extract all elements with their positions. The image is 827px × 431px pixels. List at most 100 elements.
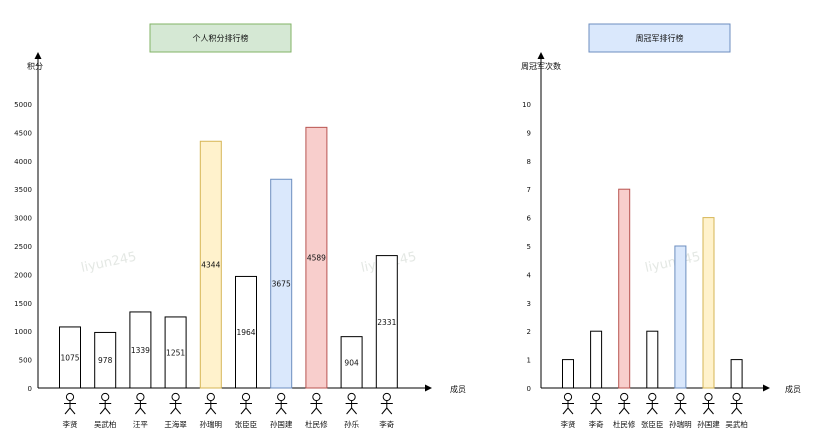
category-label: 张臣臣 [235, 420, 258, 429]
x-axis-label: 成员 [785, 384, 801, 394]
bar-value-label: 1964 [236, 328, 255, 337]
y-tick-label: 0 [527, 385, 531, 393]
bar-2 [129, 311, 152, 389]
category-label: 王海翠 [164, 419, 187, 429]
y-axis-label: 周冠军次数 [521, 61, 561, 71]
bar-4 [674, 245, 687, 389]
bar-2 [618, 188, 631, 389]
bar-7 [305, 126, 328, 389]
member-icon [646, 392, 659, 415]
category-label: 汪平 [133, 420, 148, 429]
y-tick-label: 0 [28, 385, 32, 393]
y-tick-label: 3500 [14, 186, 32, 194]
x-axis-arrow [425, 384, 432, 392]
y-tick-label: 10 [522, 101, 531, 109]
category-label: 张臣臣 [641, 420, 664, 429]
member-icon [275, 392, 288, 415]
member-icon [310, 392, 323, 415]
chart-title: 周冠军排行榜 [636, 33, 684, 43]
bar-9 [375, 255, 398, 389]
bar-value-label: 1339 [131, 346, 150, 355]
bar-value-label: 4589 [307, 254, 326, 263]
member-icon [590, 392, 603, 415]
category-label: 李贤 [561, 419, 576, 429]
y-axis-arrow [34, 52, 42, 59]
bar-value-label: 3675 [272, 280, 291, 289]
member-icon [618, 392, 631, 415]
member-icon [240, 392, 252, 415]
bar-value-label: 1075 [60, 353, 79, 362]
member-icon [380, 392, 393, 415]
watermark-0: liyun245 [80, 250, 138, 276]
member-icon [730, 392, 743, 415]
member-icon [169, 392, 182, 415]
category-label: 李奇 [379, 419, 394, 429]
bar-value-label: 2331 [377, 318, 396, 327]
category-label: 杜民修 [305, 419, 328, 429]
y-tick-label: 500 [19, 357, 32, 365]
member-icon [64, 392, 76, 415]
member-icon [99, 392, 112, 415]
individual-points-chart: liyun245liyun245个人积分排行榜积分成员0500100015002… [14, 23, 466, 429]
bar-4 [199, 140, 222, 389]
category-label: 孙国建 [270, 419, 293, 429]
bar-3 [164, 316, 187, 389]
member-icon [134, 392, 147, 415]
y-axis-label: 积分 [27, 61, 43, 71]
category-label: 吴武柏 [725, 419, 748, 429]
member-icon [702, 392, 715, 415]
bar-0 [562, 359, 574, 389]
x-axis-label: 成员 [450, 384, 466, 394]
bar-value-label: 904 [344, 358, 359, 367]
chart-title: 个人积分排行榜 [193, 33, 249, 43]
y-tick-label: 6 [527, 215, 532, 223]
y-tick-label: 5000 [14, 101, 32, 109]
bar-6 [730, 359, 743, 389]
chart-title-box [149, 23, 292, 53]
y-tick-label: 2500 [14, 243, 32, 251]
bar-3 [646, 330, 659, 389]
y-tick-label: 8 [527, 158, 531, 166]
bar-6 [270, 178, 293, 389]
member-icon [204, 392, 217, 415]
bar-value-label: 978 [98, 356, 113, 365]
y-tick-label: 1500 [14, 300, 32, 308]
category-label: 杜民修 [613, 419, 636, 429]
y-tick-label: 4500 [14, 129, 32, 137]
x-axis-arrow [763, 384, 770, 392]
y-tick-label: 2000 [14, 271, 32, 279]
watermark-0: liyun245 [644, 250, 702, 276]
y-tick-label: 3 [527, 300, 531, 308]
category-label: 吴武柏 [94, 419, 117, 429]
y-tick-label: 4 [527, 271, 532, 279]
category-label: 孙国建 [697, 419, 720, 429]
bar-value-label: 4344 [201, 261, 220, 270]
member-icon [345, 392, 358, 415]
y-tick-label: 2 [527, 328, 531, 336]
bar-5 [702, 217, 715, 389]
y-tick-label: 7 [527, 186, 531, 194]
y-tick-label: 5 [527, 243, 531, 251]
y-tick-label: 4000 [14, 158, 32, 166]
bar-value-label: 1251 [166, 348, 185, 357]
y-tick-label: 1000 [14, 328, 32, 336]
y-tick-label: 1 [527, 357, 531, 365]
category-label: 李奇 [589, 419, 604, 429]
category-label: 孙乐 [344, 419, 359, 429]
y-tick-label: 3000 [14, 215, 32, 223]
bar-0 [59, 326, 81, 389]
bar-5 [235, 275, 257, 389]
member-icon [562, 392, 574, 415]
category-label: 李贤 [63, 419, 78, 429]
category-label: 孙瑞明 [669, 419, 692, 429]
bar-8 [340, 336, 363, 389]
bar-1 [590, 330, 603, 389]
bar-1 [94, 331, 117, 389]
y-tick-label: 9 [527, 129, 531, 137]
y-axis-arrow [537, 52, 545, 59]
category-label: 孙瑞明 [200, 419, 223, 429]
member-icon [674, 392, 687, 415]
chart-title-box [588, 23, 731, 53]
